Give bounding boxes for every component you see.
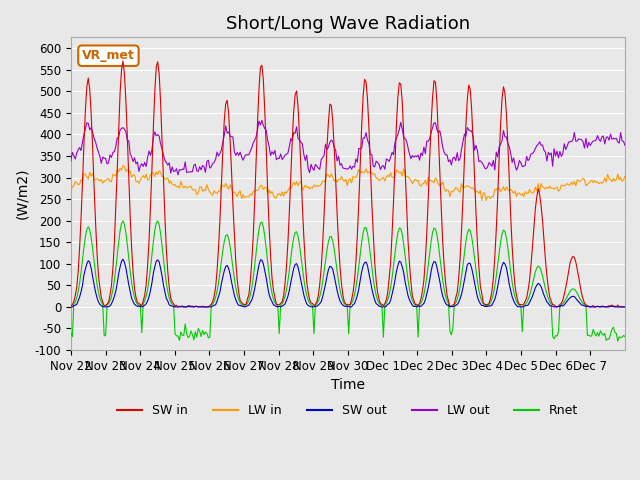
Title: Short/Long Wave Radiation: Short/Long Wave Radiation bbox=[226, 15, 470, 33]
X-axis label: Time: Time bbox=[331, 378, 365, 392]
Legend: SW in, LW in, SW out, LW out, Rnet: SW in, LW in, SW out, LW out, Rnet bbox=[113, 399, 584, 422]
Y-axis label: (W/m2): (W/m2) bbox=[15, 168, 29, 219]
Text: VR_met: VR_met bbox=[82, 49, 135, 62]
